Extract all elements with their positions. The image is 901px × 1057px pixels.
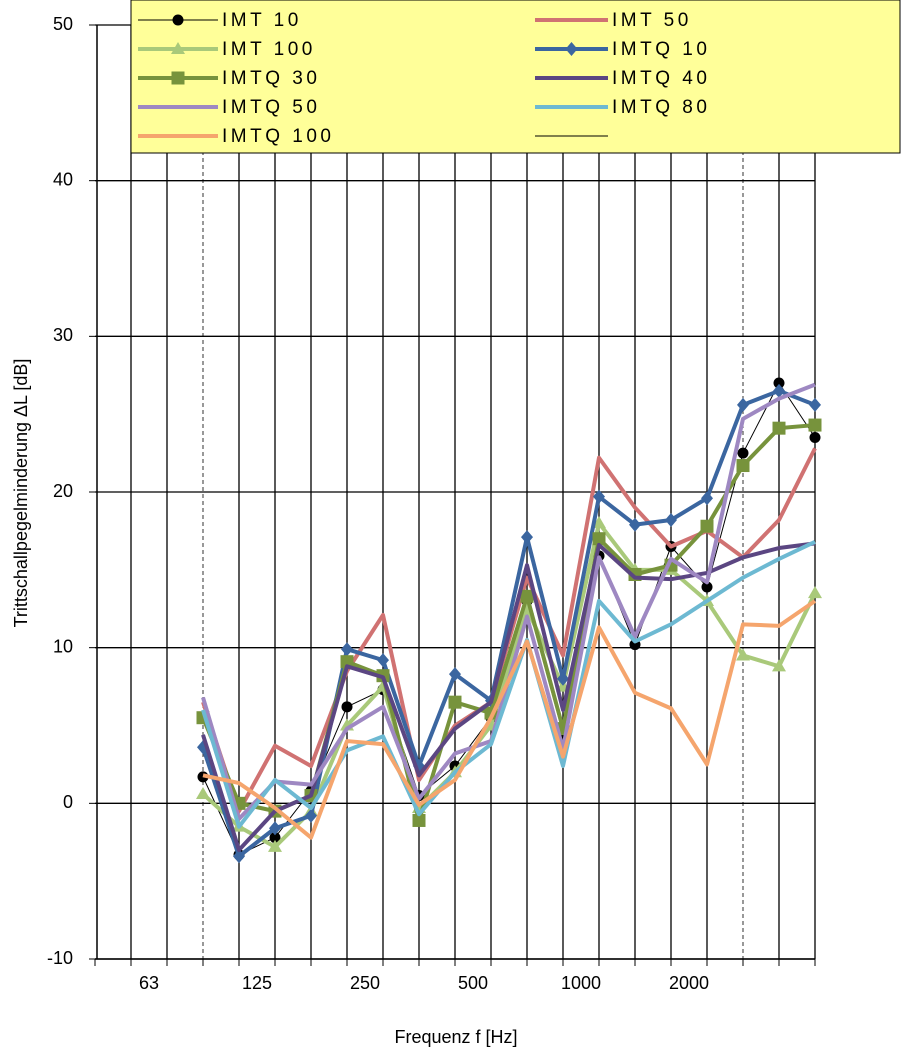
point [412,813,426,827]
x-tick-label: 250 [350,973,380,993]
legend-item: IMT 10 [138,10,302,31]
point [592,532,606,546]
series [201,382,816,821]
legend-label: IMTQ 80 [612,97,710,118]
series-line [201,382,816,821]
point [809,397,821,412]
legend-label: IMTQ 100 [222,126,334,147]
series [201,541,816,853]
point [449,667,461,682]
point [808,586,822,599]
legend-item: IMTQ 80 [535,97,710,118]
y-tick-label: 20 [53,481,73,501]
point [737,397,749,412]
point [808,418,822,432]
point [629,517,641,532]
y-tick-label: -10 [47,948,73,968]
legend-item: IMTQ 100 [138,126,334,147]
point [268,839,282,852]
point [305,808,317,823]
legend-item: IMTQ 30 [138,68,320,89]
series-line [201,541,816,853]
point [772,659,786,672]
point [341,642,353,657]
point [700,519,714,533]
legend-item: IMT 50 [535,10,692,31]
series-line [201,388,816,859]
x-tick-label: 125 [242,973,272,993]
series-line [201,540,816,829]
legend-marker [171,71,185,85]
y-tick-label: 0 [63,792,73,812]
x-tick-label: 1000 [561,973,601,993]
x-tick-label: 2000 [669,973,709,993]
legend: IMT 10 IMT 50 IMT 100 IMTQ 10 IMTQ 30 IMTQ 40… [130,0,901,154]
y-tick-label: 10 [53,636,73,656]
point [233,849,245,864]
legend-label: IMTQ 10 [612,39,710,60]
point [701,581,713,593]
point [520,589,534,603]
point [737,447,749,459]
legend-item: IMT 100 [138,39,316,60]
plot-area [196,377,822,864]
x-tick-label: 500 [458,973,488,993]
legend-item: IMTQ 50 [138,97,320,118]
point [196,786,210,799]
series-line [202,599,817,840]
legend-marker [171,42,185,54]
legend-item: IMTQ 40 [535,68,710,89]
point [592,516,606,529]
grid: 63 125 250 500 1000 2000 -10 0 10 20 30 40 50 [47,14,816,993]
point [665,513,677,528]
point [772,421,786,435]
point [809,432,821,444]
series [202,599,817,840]
point [341,701,353,713]
legend-label: IMTQ 40 [612,68,710,89]
legend-label: IMT 50 [612,10,692,31]
legend-label: IMTQ 30 [222,68,320,89]
series [201,540,816,829]
point [773,377,785,389]
x-axis-label: Frequenz f [Hz] [394,1027,517,1047]
point [593,489,605,504]
y-tick-label: 50 [53,14,73,34]
y-tick-label: 40 [53,169,73,189]
legend-marker [565,42,578,56]
point [448,695,462,709]
point [521,530,533,545]
point [701,491,713,506]
y-axis-label: Trittschallpegelminderung ΔL [dB] [11,359,31,628]
x-tick-label: 63 [139,973,159,993]
legend-box [130,0,901,154]
point [736,459,750,473]
point [269,832,281,844]
point [557,671,569,686]
point [340,655,354,669]
legend-item: IMTQ 10 [535,39,710,60]
legend-label: IMT 100 [222,39,316,60]
legend-marker [172,14,184,26]
legend-label: IMTQ 50 [222,97,320,118]
point [736,648,750,661]
point [269,821,281,836]
y-tick-label: 30 [53,325,73,345]
point [773,383,785,398]
legend-label: IMT 10 [222,10,302,31]
point [377,653,389,668]
